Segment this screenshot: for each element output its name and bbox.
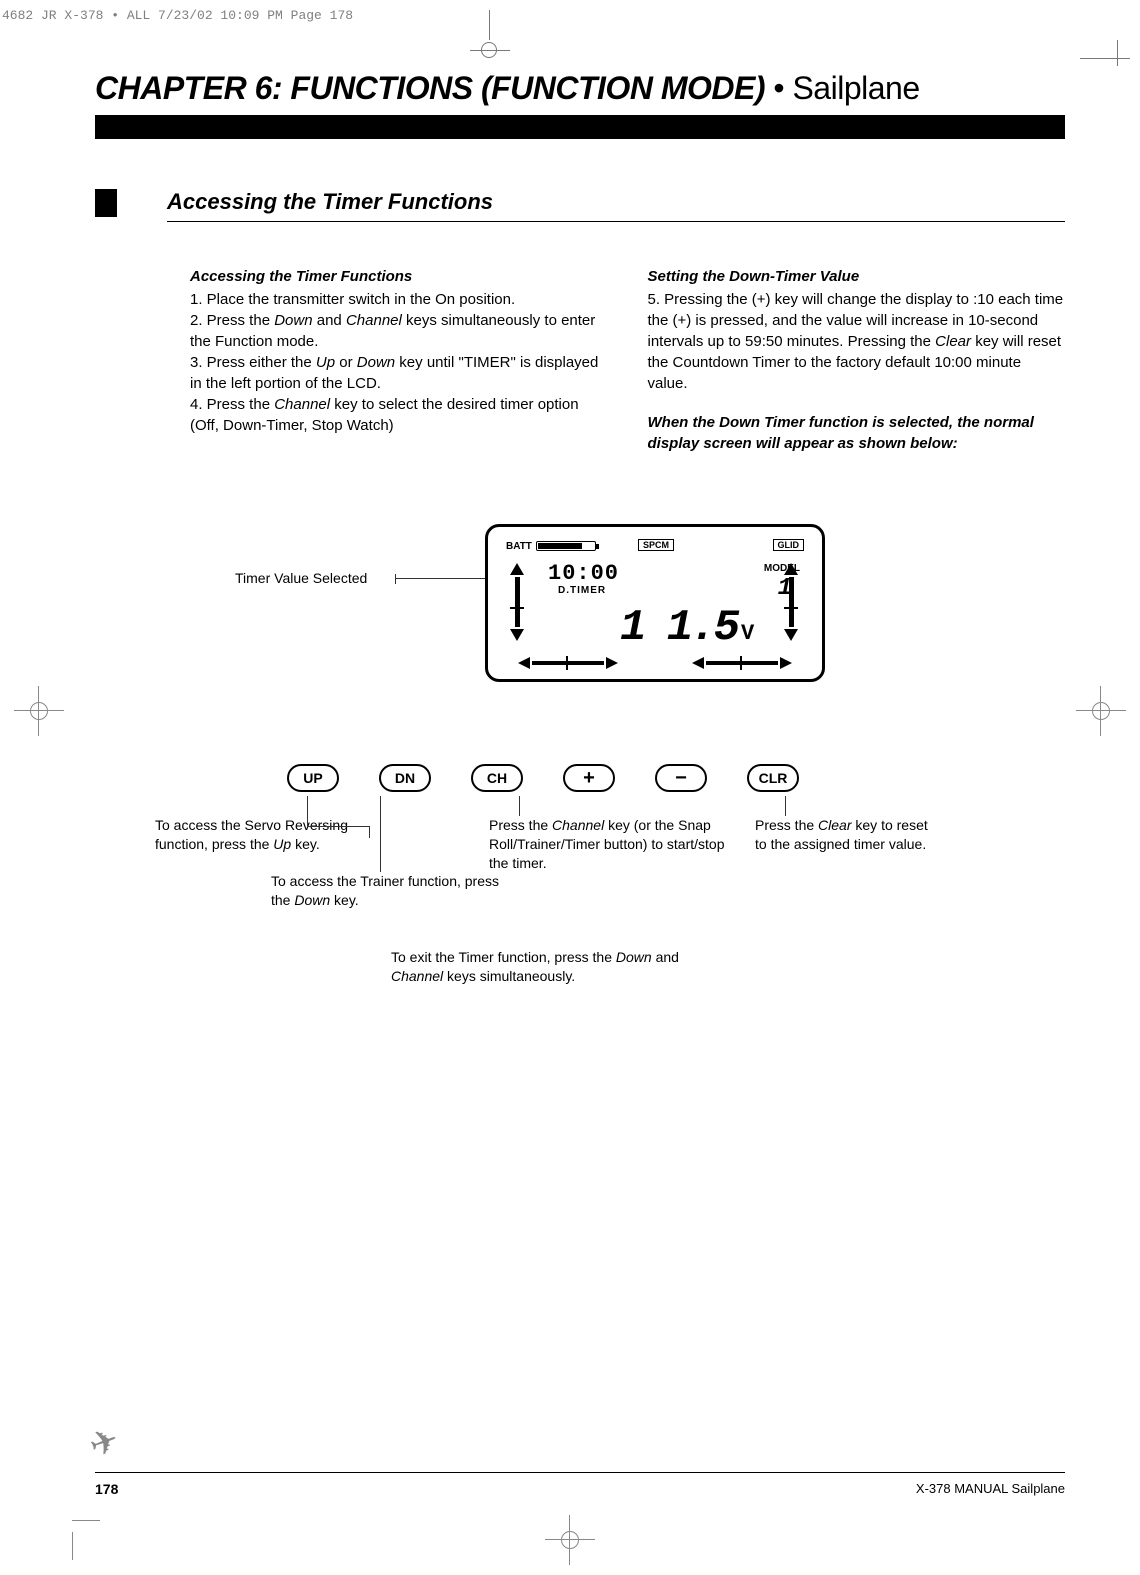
- left-column: Accessing the Timer Functions 1. Place t…: [190, 266, 608, 454]
- annot-up: To access the Servo Reversing function, …: [155, 816, 385, 854]
- annot-clr: Press the Clear key to reset to the assi…: [755, 816, 935, 854]
- header-bar: [95, 115, 1065, 139]
- lcd-batt-bar: [536, 541, 596, 551]
- t: Clear: [935, 333, 971, 350]
- crop-mark-bl: [72, 1520, 112, 1560]
- chapter-title-light: Sailplane: [792, 70, 919, 106]
- plus-button: [563, 764, 615, 792]
- annot-dn: To access the Trainer function, press th…: [271, 872, 511, 910]
- t: Down: [357, 354, 395, 371]
- registration-mark-bottom: [545, 1515, 595, 1565]
- lcd-timer-value: 10:00: [548, 561, 619, 586]
- t: key.: [330, 892, 359, 908]
- lcd-dtimer-label: D.TIMER: [558, 585, 606, 596]
- lcd-trim-left: [510, 563, 524, 657]
- registration-mark-left: [14, 686, 64, 736]
- t: Up: [316, 354, 335, 371]
- lcd-trim-bottom-left: [518, 657, 618, 669]
- lcd-figure: Timer Value Selected BATT SPCM GLID MODE…: [265, 524, 1065, 724]
- t: keys simultaneously.: [443, 968, 575, 984]
- lcd-trim-bottom-right: [692, 657, 792, 669]
- registration-mark-right: [1076, 686, 1126, 736]
- annot-ch: Press the Channel key (or the Snap Roll/…: [489, 816, 729, 873]
- lcd-glid-badge: GLID: [773, 539, 805, 551]
- left-line-3: 3. Press either the Up or Down key until…: [190, 352, 608, 394]
- body-columns: Accessing the Timer Functions 1. Place t…: [95, 266, 1065, 454]
- annotation-area: To access the Servo Reversing function, …: [155, 808, 1065, 968]
- lcd-spcm-badge: SPCM: [638, 539, 674, 551]
- footer-right: X-378 MANUAL Sailplane: [916, 1481, 1065, 1497]
- chapter-title: CHAPTER 6: FUNCTIONS (FUNCTION MODE) • S…: [95, 70, 1065, 107]
- t: Channel: [391, 968, 443, 984]
- t: key.: [291, 836, 320, 852]
- sailplane-icon: ✈: [84, 1419, 124, 1466]
- t: Down: [294, 892, 330, 908]
- right-para: 5. Pressing the (+) key will change the …: [648, 289, 1066, 394]
- section-title: Accessing the Timer Functions: [167, 189, 1065, 215]
- crop-mark-top: [470, 0, 510, 60]
- t: Down: [616, 949, 652, 965]
- t: Down: [274, 312, 312, 329]
- minus-button: [655, 764, 707, 792]
- t: 2. Press the: [190, 312, 274, 329]
- t: or: [335, 354, 357, 371]
- t: Press the: [489, 817, 552, 833]
- lcd-screen: BATT SPCM GLID MODEL 1 10:00 D.TIMER 1 1…: [485, 524, 825, 682]
- up-button: UP: [287, 764, 339, 792]
- lcd-volt-unit: V: [741, 621, 751, 646]
- page-footer: 178 X-378 MANUAL Sailplane: [95, 1472, 1065, 1497]
- print-header: 4682 JR X-378 • ALL 7/23/02 10:09 PM Pag…: [2, 8, 353, 23]
- t: To exit the Timer function, press the: [391, 949, 616, 965]
- right-note: When the Down Timer function is selected…: [648, 412, 1066, 454]
- t: Press the: [755, 817, 818, 833]
- annot-exit: To exit the Timer function, press the Do…: [391, 948, 731, 986]
- t: 4. Press the: [190, 396, 274, 413]
- t: Channel: [552, 817, 604, 833]
- t: Clear: [818, 817, 851, 833]
- t: Channel: [346, 312, 402, 329]
- section-header: Accessing the Timer Functions: [95, 189, 1065, 222]
- left-line-2: 2. Press the Down and Channel keys simul…: [190, 310, 608, 352]
- right-heading: Setting the Down-Timer Value: [648, 266, 1066, 287]
- crop-mark-right: [1070, 40, 1130, 90]
- lcd-voltage: 1 1.5V: [620, 603, 751, 653]
- dn-button: DN: [379, 764, 431, 792]
- chapter-title-strong: CHAPTER 6: FUNCTIONS (FUNCTION MODE): [95, 70, 765, 106]
- t: Channel: [274, 396, 330, 413]
- t: 3. Press either the: [190, 354, 316, 371]
- t: and: [313, 312, 346, 329]
- left-heading: Accessing the Timer Functions: [190, 266, 608, 287]
- clr-button: CLR: [747, 764, 799, 792]
- t: Up: [273, 836, 291, 852]
- lcd-batt-label: BATT: [506, 541, 532, 552]
- left-line-4: 4. Press the Channel key to select the d…: [190, 394, 608, 436]
- left-line-1: 1. Place the transmitter switch in the O…: [190, 289, 608, 310]
- page-number: 178: [95, 1481, 118, 1497]
- button-row: UP DN CH CLR: [287, 764, 1065, 792]
- right-column: Setting the Down-Timer Value 5. Pressing…: [648, 266, 1066, 454]
- section-marker: [95, 189, 117, 217]
- ch-button: CH: [471, 764, 523, 792]
- lcd-volt-num: 1 1.5: [620, 603, 737, 653]
- chapter-title-sep: •: [765, 70, 792, 106]
- t: and: [652, 949, 679, 965]
- lcd-trim-right: [784, 563, 798, 657]
- lcd-callout-label: Timer Value Selected: [235, 570, 367, 586]
